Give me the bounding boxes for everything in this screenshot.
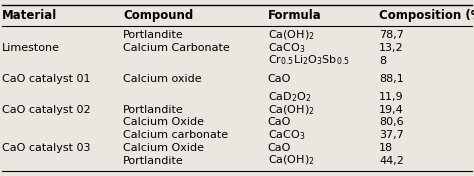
Text: Limestone: Limestone xyxy=(2,43,60,53)
Text: Calcium Oxide: Calcium Oxide xyxy=(123,118,204,127)
Text: 18: 18 xyxy=(379,143,393,153)
Text: Portlandite: Portlandite xyxy=(123,30,184,40)
Text: CaO catalyst 01: CaO catalyst 01 xyxy=(2,74,91,84)
Text: Formula: Formula xyxy=(268,9,321,22)
Text: 11,9: 11,9 xyxy=(379,92,404,102)
Text: CaO: CaO xyxy=(268,143,291,153)
Text: Calcium Carbonate: Calcium Carbonate xyxy=(123,43,230,53)
Text: Calcium oxide: Calcium oxide xyxy=(123,74,202,84)
Text: Ca(OH)$_2$: Ca(OH)$_2$ xyxy=(268,103,314,117)
Text: CaCO$_3$: CaCO$_3$ xyxy=(268,128,305,142)
Text: CaO: CaO xyxy=(268,118,291,127)
Text: Calcium carbonate: Calcium carbonate xyxy=(123,130,228,140)
Text: 88,1: 88,1 xyxy=(379,74,404,84)
Text: Composition (%): Composition (%) xyxy=(379,9,474,22)
Text: Portlandite: Portlandite xyxy=(123,105,184,115)
Text: Ca(OH)$_2$: Ca(OH)$_2$ xyxy=(268,154,314,167)
Text: Compound: Compound xyxy=(123,9,193,22)
Text: Ca(OH)$_2$: Ca(OH)$_2$ xyxy=(268,28,314,42)
Text: CaO catalyst 03: CaO catalyst 03 xyxy=(2,143,91,153)
Text: CaCO$_3$: CaCO$_3$ xyxy=(268,41,305,55)
Text: 78,7: 78,7 xyxy=(379,30,404,40)
Text: 13,2: 13,2 xyxy=(379,43,404,53)
Text: 8: 8 xyxy=(379,56,386,65)
Text: Material: Material xyxy=(2,9,58,22)
Text: 19,4: 19,4 xyxy=(379,105,404,115)
Text: CaO: CaO xyxy=(268,74,291,84)
Text: 37,7: 37,7 xyxy=(379,130,404,140)
Text: CaD$_2$O$_2$: CaD$_2$O$_2$ xyxy=(268,90,311,104)
Text: Portlandite: Portlandite xyxy=(123,156,184,165)
Text: Calcium Oxide: Calcium Oxide xyxy=(123,143,204,153)
Text: Cr$_{0.5}$Li$_2$O$_3$Sb$_{0.5}$: Cr$_{0.5}$Li$_2$O$_3$Sb$_{0.5}$ xyxy=(268,54,350,67)
Text: 80,6: 80,6 xyxy=(379,118,404,127)
Text: 44,2: 44,2 xyxy=(379,156,404,165)
Text: CaO catalyst 02: CaO catalyst 02 xyxy=(2,105,91,115)
